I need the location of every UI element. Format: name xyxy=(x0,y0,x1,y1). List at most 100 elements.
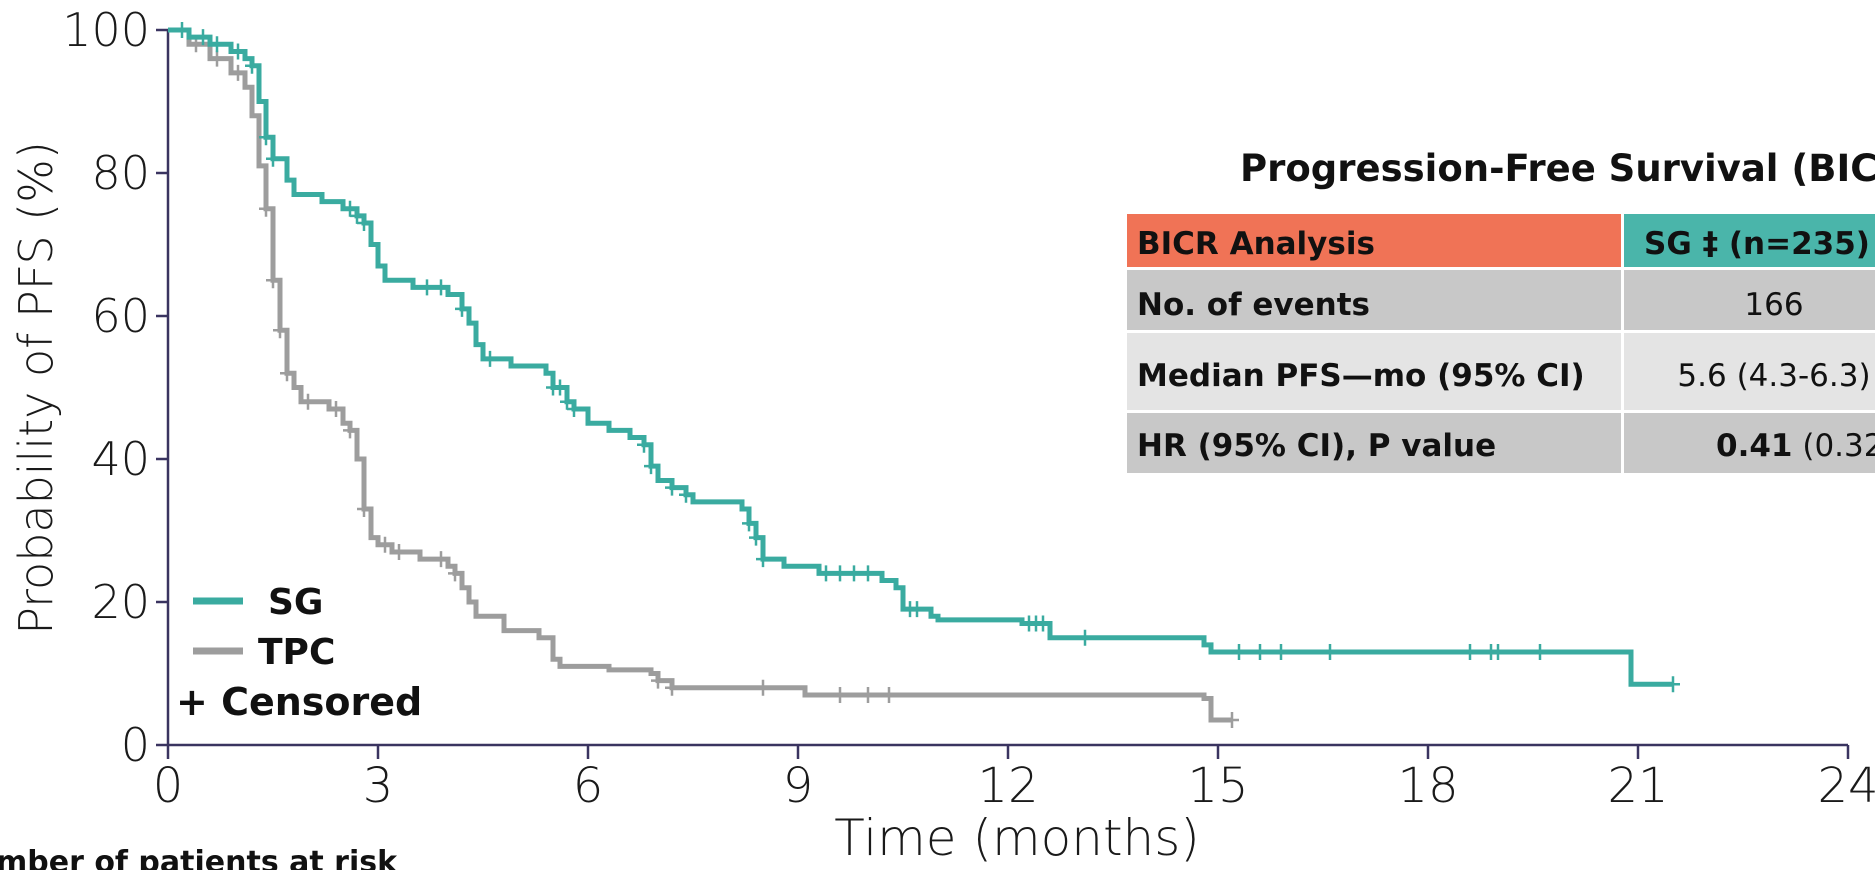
censor-mark-tpc-12 xyxy=(392,543,406,560)
legend-censored-label: + Censored xyxy=(176,680,422,724)
censor-mark-tpc-9 xyxy=(343,422,357,439)
censor-mark-sg-8 xyxy=(350,207,364,224)
censor-mark-sg-34 xyxy=(1078,629,1092,646)
curve-tpc xyxy=(168,27,1232,723)
censor-mark-tpc-6 xyxy=(280,365,294,382)
censor-mark-tpc-7 xyxy=(301,393,315,410)
risk-table-label: mber of patients at risk xyxy=(0,845,398,870)
table-header-sg: SG ‡ (n=235) xyxy=(1644,226,1870,262)
table-row-3-right xyxy=(1624,413,1875,473)
results-table: Progression-Free Survival (BICR BICR Ana… xyxy=(1127,147,1875,473)
censor-mark-sg-3 xyxy=(231,43,245,60)
legend: SG TPC + Censored xyxy=(176,582,422,724)
row-median-value: 5.6 (4.3-6.3) xyxy=(1677,358,1870,394)
legend-label-tpc: TPC xyxy=(258,632,335,673)
censor-mark-sg-23 xyxy=(749,529,763,546)
censor-mark-tpc-16 xyxy=(665,679,679,696)
legend-label-sg: SG xyxy=(268,582,323,623)
y-tick-label-100: 100 xyxy=(62,3,150,57)
censor-mark-sg-2 xyxy=(210,36,224,53)
y-axis-label: Probability of PFS (%) xyxy=(9,141,63,635)
censor-mark-sg-39 xyxy=(1463,644,1477,661)
censor-mark-sg-6 xyxy=(266,150,280,167)
survival-curves xyxy=(168,22,1680,728)
table-header-label: BICR Analysis xyxy=(1137,226,1375,262)
x-tick-label-21: 21 xyxy=(1607,758,1668,814)
censor-mark-tpc-13 xyxy=(434,551,448,568)
x-tick-label-9: 9 xyxy=(783,758,814,814)
censor-mark-sg-27 xyxy=(847,565,861,582)
censor-mark-sg-1 xyxy=(196,29,210,46)
censor-mark-tpc-11 xyxy=(378,536,392,553)
x-axis-ticks: 0 3 6 9 12 15 18 21 24 xyxy=(153,745,1875,814)
censor-mark-sg-22 xyxy=(742,515,756,532)
censor-mark-tpc-14 xyxy=(448,565,462,582)
table-title: Progression-Free Survival (BICR xyxy=(1240,147,1875,190)
row-median-label: Median PFS—mo (95% CI) xyxy=(1137,358,1585,394)
censor-mark-sg-16 xyxy=(560,393,574,410)
censor-mark-sg-24 xyxy=(756,551,770,568)
censor-mark-sg-25 xyxy=(819,565,833,582)
censor-mark-sg-11 xyxy=(434,279,448,296)
y-tick-label-0: 0 xyxy=(121,718,150,772)
row-events-label: No. of events xyxy=(1137,287,1370,323)
y-tick-label-60: 60 xyxy=(91,289,150,343)
censor-mark-sg-9 xyxy=(357,215,371,232)
x-tick-label-12: 12 xyxy=(977,758,1038,814)
censor-mark-sg-15 xyxy=(553,379,567,396)
censor-mark-tpc-17 xyxy=(756,679,770,696)
x-tick-label-18: 18 xyxy=(1397,758,1458,814)
table-row-1-left xyxy=(1127,270,1621,330)
censor-mark-sg-13 xyxy=(483,350,497,367)
censor-mark-sg-18 xyxy=(637,436,651,453)
x-tick-label-15: 15 xyxy=(1187,758,1248,814)
censor-mark-tpc-10 xyxy=(357,501,371,518)
row-events-value: 166 xyxy=(1744,287,1803,323)
censor-mark-sg-7 xyxy=(343,200,357,217)
censor-mark-tpc-15 xyxy=(651,672,665,689)
censor-mark-tpc-18 xyxy=(833,686,847,703)
table-header-left-cell xyxy=(1127,214,1621,267)
censor-mark-tpc-2 xyxy=(231,64,245,81)
censor-mark-sg-17 xyxy=(567,400,581,417)
censor-mark-tpc-1 xyxy=(210,50,224,67)
censor-mark-sg-19 xyxy=(644,458,658,475)
row-hr-value: 0.41 (0.32- xyxy=(1716,428,1875,464)
censor-mark-tpc-5 xyxy=(273,322,287,339)
x-tick-label-6: 6 xyxy=(573,758,604,814)
censor-mark-tpc-20 xyxy=(882,686,896,703)
censor-mark-tpc-21 xyxy=(1225,711,1239,728)
censor-mark-sg-10 xyxy=(420,279,434,296)
censor-mark-sg-42 xyxy=(1533,644,1547,661)
censor-mark-sg-43 xyxy=(1666,676,1680,693)
censor-mark-tpc-19 xyxy=(861,686,875,703)
table-header-right-cell xyxy=(1624,214,1875,267)
row-hr-label: HR (95% CI), P value xyxy=(1137,428,1496,464)
censor-mark-sg-20 xyxy=(665,479,679,496)
y-axis-ticks: 0 20 40 60 80 100 xyxy=(62,3,168,772)
censor-mark-sg-30 xyxy=(910,601,924,618)
table-row-2-left xyxy=(1127,333,1621,410)
censor-mark-sg-0 xyxy=(175,22,189,38)
row-hr-value-bold: 0.41 xyxy=(1716,428,1793,464)
censor-mark-sg-35 xyxy=(1232,644,1246,661)
censor-mark-sg-21 xyxy=(679,486,693,503)
y-tick-label-80: 80 xyxy=(91,146,150,200)
table-row-3-left xyxy=(1127,413,1621,473)
x-axis-label: Time (months) xyxy=(834,809,1200,867)
censor-mark-sg-12 xyxy=(455,300,469,317)
table-row-1-right xyxy=(1624,270,1875,330)
censor-mark-sg-36 xyxy=(1253,644,1267,661)
censor-mark-tpc-3 xyxy=(259,200,273,217)
censor-mark-sg-28 xyxy=(861,565,875,582)
censor-mark-sg-26 xyxy=(833,565,847,582)
table-row-2-right xyxy=(1624,333,1875,410)
censor-mark-sg-37 xyxy=(1274,644,1288,661)
x-tick-label-0: 0 xyxy=(153,758,184,814)
y-tick-label-40: 40 xyxy=(91,432,150,486)
censor-mark-sg-38 xyxy=(1323,644,1337,661)
censor-mark-tpc-4 xyxy=(266,272,280,289)
row-hr-value-rest: (0.32- xyxy=(1793,428,1875,464)
y-tick-label-20: 20 xyxy=(91,575,150,629)
